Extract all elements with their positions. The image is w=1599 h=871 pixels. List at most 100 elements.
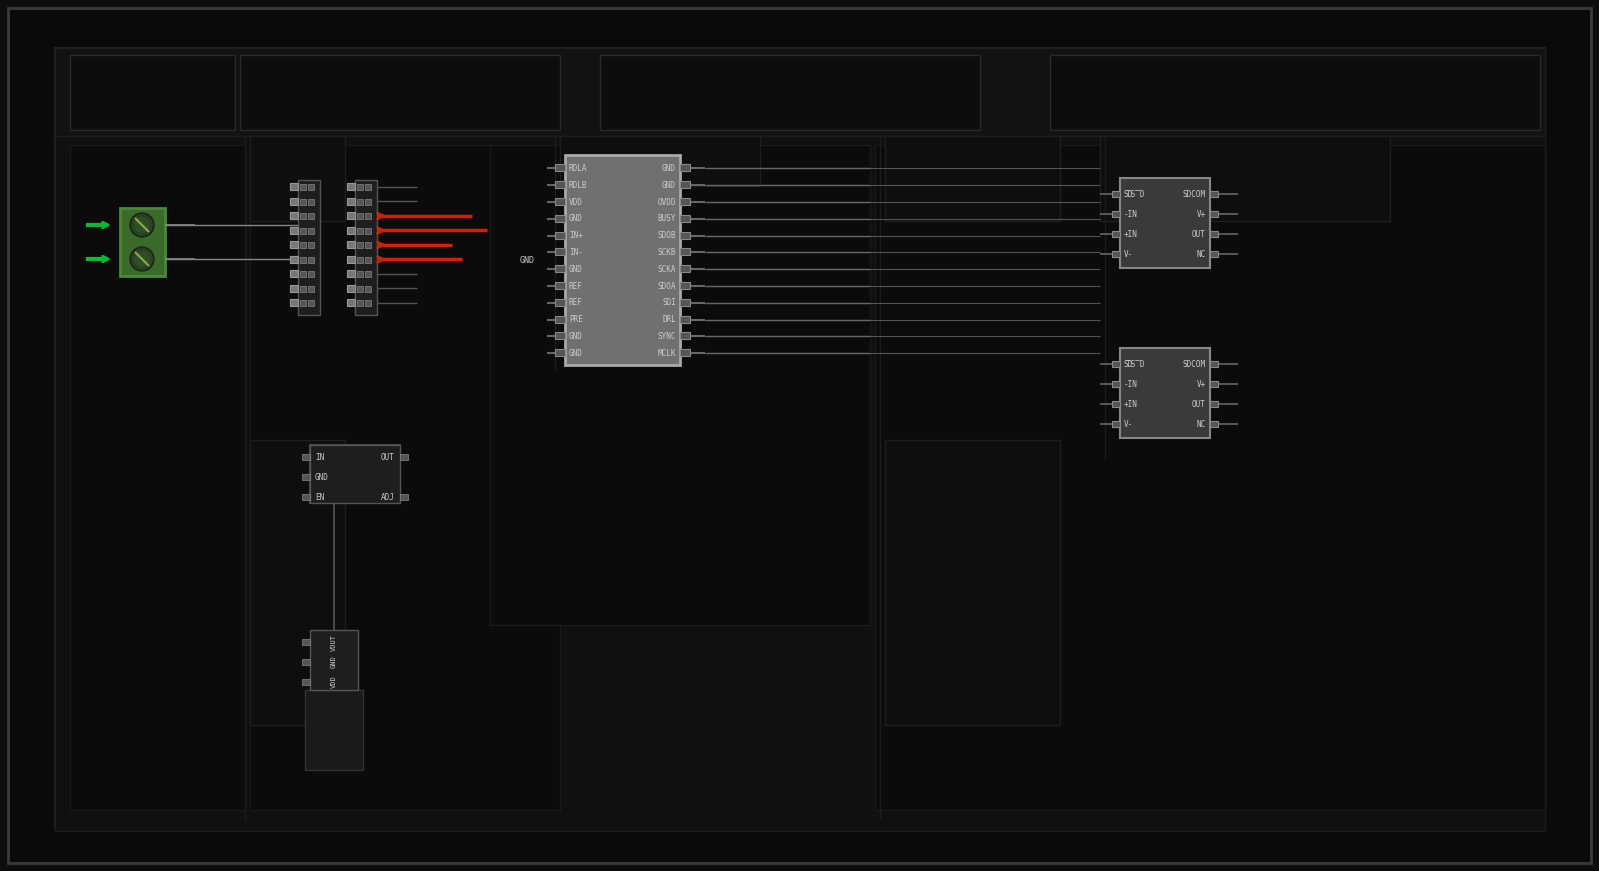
Text: -IN: -IN bbox=[1124, 210, 1138, 219]
Text: GND: GND bbox=[569, 214, 584, 223]
Circle shape bbox=[133, 215, 152, 235]
Bar bbox=[249, 136, 345, 221]
Bar bbox=[289, 241, 297, 248]
Text: GND: GND bbox=[315, 472, 329, 482]
Text: V+: V+ bbox=[1196, 210, 1206, 219]
Bar bbox=[70, 145, 245, 810]
Bar bbox=[347, 299, 355, 306]
Text: REF: REF bbox=[569, 299, 584, 307]
Bar bbox=[564, 155, 680, 365]
Text: ̅S̅D: ̅S̅D bbox=[1126, 190, 1145, 199]
Bar bbox=[555, 266, 564, 273]
Bar bbox=[489, 145, 870, 625]
Bar bbox=[555, 248, 564, 255]
Text: OUT: OUT bbox=[1193, 229, 1206, 239]
Text: V-: V- bbox=[1124, 249, 1134, 259]
Circle shape bbox=[133, 249, 152, 269]
Bar bbox=[301, 242, 305, 248]
Bar bbox=[309, 213, 313, 219]
Bar bbox=[309, 227, 313, 233]
Bar bbox=[1210, 251, 1218, 257]
Bar bbox=[365, 256, 371, 262]
Bar bbox=[1210, 381, 1218, 387]
Bar bbox=[365, 213, 371, 219]
Bar bbox=[357, 242, 363, 248]
Bar bbox=[1111, 211, 1119, 217]
Bar bbox=[54, 136, 1545, 831]
Text: MCLK: MCLK bbox=[657, 348, 676, 358]
Bar bbox=[347, 285, 355, 292]
Text: BUSY: BUSY bbox=[657, 214, 676, 223]
Bar bbox=[302, 679, 310, 685]
Bar bbox=[560, 136, 760, 186]
Bar bbox=[301, 256, 305, 262]
Bar bbox=[289, 198, 297, 205]
Bar bbox=[301, 213, 305, 219]
Bar bbox=[680, 181, 691, 188]
Text: -IN: -IN bbox=[1124, 380, 1138, 388]
Bar bbox=[309, 199, 313, 205]
Bar bbox=[680, 215, 691, 222]
Text: SDI: SDI bbox=[662, 299, 676, 307]
Bar bbox=[365, 199, 371, 205]
Bar bbox=[302, 659, 310, 665]
Bar bbox=[54, 48, 1545, 136]
Text: GND: GND bbox=[569, 332, 584, 341]
Bar bbox=[302, 494, 310, 500]
Bar bbox=[400, 494, 408, 500]
Bar bbox=[555, 165, 564, 172]
Bar bbox=[309, 300, 313, 306]
Bar bbox=[302, 639, 310, 645]
Text: RDLA: RDLA bbox=[569, 164, 587, 173]
Bar bbox=[1210, 421, 1218, 427]
Bar bbox=[1100, 136, 1390, 221]
Bar bbox=[400, 454, 408, 460]
Bar bbox=[120, 208, 165, 276]
Text: OUT: OUT bbox=[381, 453, 395, 462]
Text: NC: NC bbox=[1196, 249, 1206, 259]
Bar bbox=[555, 232, 564, 239]
Text: ̅S̅D: ̅S̅D bbox=[1126, 360, 1145, 368]
Bar bbox=[347, 255, 355, 262]
Bar bbox=[289, 212, 297, 219]
Bar bbox=[1111, 381, 1119, 387]
Text: +IN: +IN bbox=[1124, 400, 1138, 408]
Bar bbox=[289, 183, 297, 190]
Bar bbox=[365, 227, 371, 233]
Bar bbox=[1111, 251, 1119, 257]
Text: IN+: IN+ bbox=[569, 231, 584, 240]
Bar bbox=[1210, 231, 1218, 237]
Bar bbox=[1051, 55, 1540, 130]
Circle shape bbox=[130, 247, 154, 271]
Text: NC: NC bbox=[1196, 420, 1206, 429]
Text: GND: GND bbox=[569, 348, 584, 358]
Text: GND: GND bbox=[662, 164, 676, 173]
Bar bbox=[555, 315, 564, 322]
Bar bbox=[1111, 421, 1119, 427]
Text: VDD: VDD bbox=[331, 676, 337, 688]
Bar bbox=[301, 184, 305, 190]
Bar bbox=[555, 349, 564, 356]
Bar bbox=[249, 440, 345, 725]
Bar bbox=[680, 315, 691, 322]
Bar bbox=[680, 165, 691, 172]
Bar bbox=[301, 199, 305, 205]
Bar bbox=[355, 180, 377, 315]
Bar bbox=[301, 227, 305, 233]
Bar bbox=[302, 474, 310, 480]
Text: RDLB: RDLB bbox=[569, 181, 587, 190]
Bar bbox=[875, 145, 1545, 810]
Bar bbox=[309, 256, 313, 262]
Bar bbox=[289, 255, 297, 262]
Bar bbox=[309, 271, 313, 277]
Bar bbox=[310, 445, 400, 503]
Bar bbox=[309, 286, 313, 292]
Text: V-: V- bbox=[1124, 420, 1134, 429]
Bar bbox=[357, 271, 363, 277]
Text: SDCOM: SDCOM bbox=[1183, 360, 1206, 368]
Bar bbox=[1210, 401, 1218, 407]
Text: GND: GND bbox=[662, 181, 676, 190]
Text: PRE: PRE bbox=[569, 315, 584, 324]
Bar bbox=[680, 232, 691, 239]
Bar bbox=[1210, 191, 1218, 197]
